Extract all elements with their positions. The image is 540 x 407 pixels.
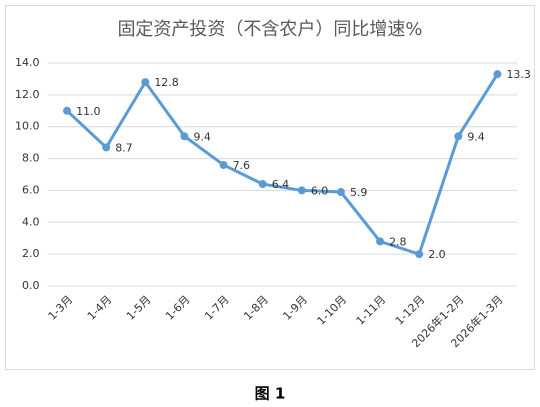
data-label: 12.8 — [154, 76, 179, 89]
data-point — [376, 237, 385, 246]
data-point — [336, 188, 345, 197]
data-point — [63, 106, 72, 115]
data-label: 9.4 — [467, 130, 485, 143]
data-point — [493, 70, 502, 79]
data-label: 11.0 — [76, 105, 101, 118]
data-label: 6.0 — [311, 184, 329, 197]
y-tick-label: 6.0 — [22, 183, 40, 196]
data-label: 2.8 — [389, 235, 407, 248]
data-point — [141, 78, 150, 87]
y-tick-label: 8.0 — [22, 152, 40, 165]
y-tick-label: 2.0 — [22, 247, 40, 260]
data-label: 5.9 — [350, 186, 368, 199]
y-tick-label: 12.0 — [15, 88, 40, 101]
data-label: 13.3 — [506, 68, 531, 81]
chart-frame — [5, 5, 535, 370]
caption: 图 1 — [255, 385, 286, 403]
y-tick-label: 14.0 — [15, 56, 40, 69]
data-point — [102, 143, 111, 152]
data-point — [454, 132, 463, 141]
chart-title: 固定资产投资（不含农户）同比增速% — [117, 19, 422, 40]
y-tick-label: 10.0 — [15, 120, 40, 133]
data-label: 7.6 — [233, 159, 251, 172]
data-label: 2.0 — [428, 248, 446, 261]
y-tick-label: 4.0 — [22, 215, 40, 228]
data-label: 6.4 — [272, 178, 290, 191]
data-line — [66, 73, 499, 256]
data-label: 9.4 — [193, 130, 211, 143]
data-point — [258, 180, 267, 189]
data-point — [180, 132, 189, 141]
data-point — [297, 186, 306, 195]
y-tick-label: 0.0 — [22, 279, 40, 292]
data-point — [219, 160, 228, 169]
data-label: 8.7 — [115, 141, 133, 154]
data-point — [415, 250, 424, 259]
